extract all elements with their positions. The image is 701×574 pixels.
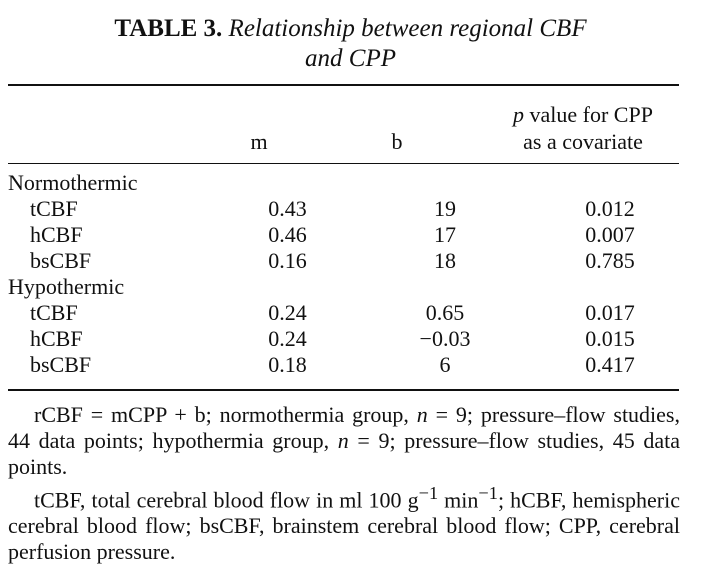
b-cell: −0.03 bbox=[419, 326, 471, 351]
footnote-text: rCBF = mCPP + b; normothermia group, bbox=[34, 402, 417, 427]
n-symbol: n bbox=[337, 428, 349, 453]
header-b: b bbox=[391, 129, 403, 154]
table-row: tCBF 0.43 19 0.012 bbox=[0, 196, 665, 222]
header-p-line-1: p value for CPP bbox=[470, 101, 696, 128]
table-row: hCBF 0.46 17 0.007 bbox=[0, 222, 665, 248]
b-cell: 17 bbox=[434, 222, 456, 247]
b-cell: 19 bbox=[434, 196, 456, 221]
p-cell: 0.417 bbox=[585, 352, 635, 377]
table-row: tCBF 0.24 0.65 0.017 bbox=[0, 300, 665, 326]
header-p-line-2: as a covariate bbox=[523, 129, 643, 154]
table-row: hCBF 0.24 −0.03 0.015 bbox=[0, 326, 665, 352]
b-cell: 0.65 bbox=[425, 300, 465, 325]
group-label: Hypothermic bbox=[8, 274, 125, 299]
group-label: Normothermic bbox=[8, 170, 138, 195]
region-cell: bsCBF bbox=[30, 352, 92, 377]
footnote-text: = 9; pressure–flow studies, 45 data poin… bbox=[8, 428, 681, 479]
region-cell: hCBF bbox=[30, 326, 83, 351]
header-p-text: value for CPP bbox=[524, 102, 653, 127]
data-table: Normothermic tCBF 0.43 19 0.012 hCBF 0.4… bbox=[0, 170, 665, 378]
table-caption: TABLE 3. Relationship between regional C… bbox=[0, 14, 701, 74]
header-rule bbox=[8, 163, 679, 164]
p-cell: 0.012 bbox=[585, 196, 635, 221]
p-symbol: p bbox=[513, 102, 525, 127]
footnote-text: = 9; pressure–flow studies, 44 data poin… bbox=[8, 402, 680, 453]
region-cell: bsCBF bbox=[30, 248, 92, 273]
region-cell: hCBF bbox=[30, 222, 83, 247]
footnote-text: tCBF, total cerebral blood flow in ml 10… bbox=[34, 487, 419, 513]
n-symbol: n bbox=[416, 402, 428, 427]
footnote-text: min bbox=[438, 487, 479, 513]
m-cell: 0.24 bbox=[268, 300, 307, 325]
m-cell: 0.24 bbox=[268, 326, 307, 351]
region-cell: tCBF bbox=[30, 196, 78, 221]
b-cell: 18 bbox=[434, 248, 456, 273]
m-cell: 0.43 bbox=[268, 196, 307, 221]
group-row-hypothermic: Hypothermic bbox=[0, 274, 665, 300]
table-row: bsCBF 0.18 6 0.417 bbox=[0, 352, 665, 378]
m-cell: 0.16 bbox=[268, 248, 307, 273]
p-cell: 0.007 bbox=[585, 222, 635, 247]
header-m: m bbox=[250, 129, 268, 154]
table-title-line-1: Relationship between regional CBF bbox=[228, 15, 587, 42]
table-title-line-2: and CPP bbox=[305, 45, 396, 72]
top-rule bbox=[8, 84, 679, 86]
group-row-normothermic: Normothermic bbox=[0, 170, 665, 196]
m-cell: 0.46 bbox=[268, 222, 307, 247]
caption-line-1: TABLE 3. Relationship between regional C… bbox=[0, 14, 701, 44]
superscript: −1 bbox=[478, 483, 498, 503]
footnote-text: ; hCBF, hemispheric cerebral blood flow;… bbox=[8, 487, 681, 565]
superscript: −1 bbox=[418, 483, 439, 503]
p-cell: 0.017 bbox=[585, 300, 635, 325]
b-cell: 6 bbox=[439, 352, 451, 377]
footnote-abbreviations: tCBF, total cerebral blood flow in ml 10… bbox=[8, 480, 680, 565]
header-p-value: p value for CPP as a covariate bbox=[470, 101, 696, 155]
table-footnotes: rCBF = mCPP + b; normothermia group, n =… bbox=[8, 402, 680, 565]
table-row: bsCBF 0.16 18 0.785 bbox=[0, 248, 665, 274]
table-label: TABLE 3. bbox=[114, 15, 223, 42]
p-cell: 0.015 bbox=[585, 326, 635, 351]
p-cell: 0.785 bbox=[585, 248, 635, 273]
bottom-rule bbox=[8, 389, 679, 391]
m-cell: 0.18 bbox=[268, 352, 307, 377]
region-cell: tCBF bbox=[30, 300, 78, 325]
footnote-equation: rCBF = mCPP + b; normothermia group, n =… bbox=[8, 402, 680, 480]
